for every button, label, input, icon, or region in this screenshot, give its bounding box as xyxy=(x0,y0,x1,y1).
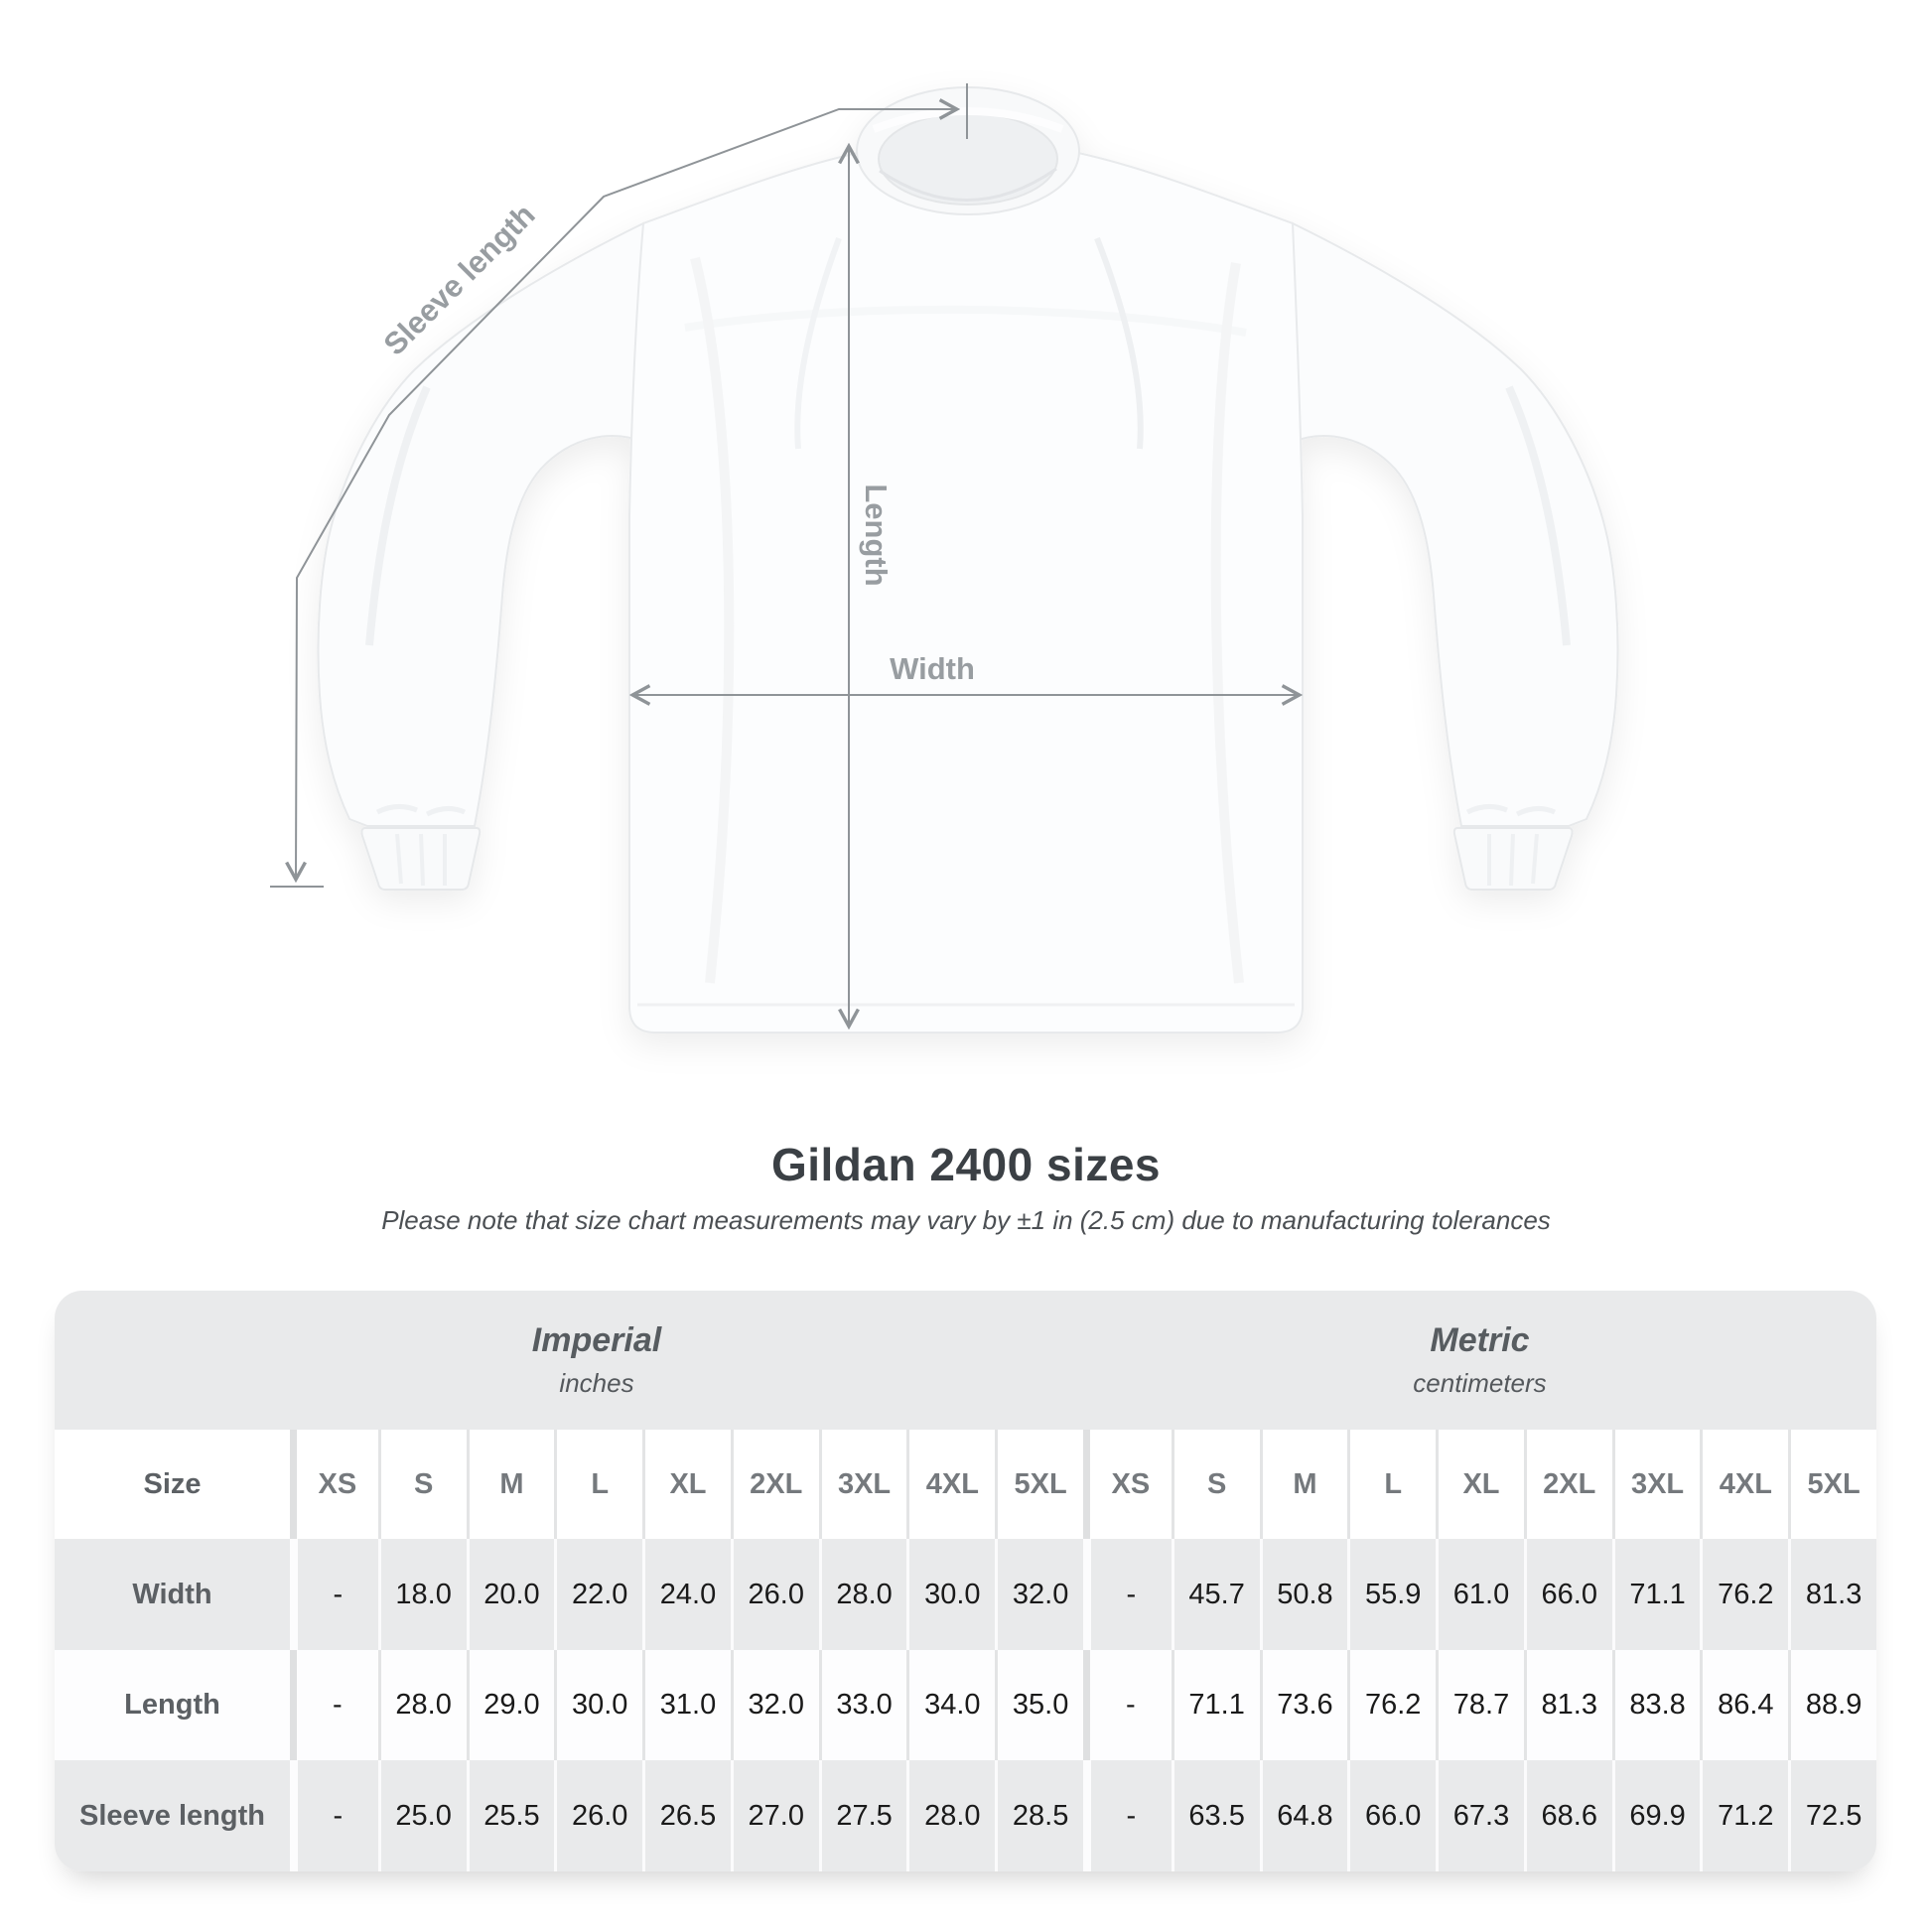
value-cell: - xyxy=(290,1760,378,1871)
value-cell: 35.0 xyxy=(995,1650,1083,1760)
size-header-cell: M xyxy=(1259,1430,1348,1539)
value-cell: 83.8 xyxy=(1611,1650,1701,1760)
value-cell: 66.0 xyxy=(1523,1539,1612,1650)
value-cell: 32.0 xyxy=(730,1650,819,1760)
value-cell: 72.5 xyxy=(1788,1760,1876,1871)
width-label: Width xyxy=(890,651,975,686)
value-cell: 22.0 xyxy=(554,1539,642,1650)
value-cell: - xyxy=(1083,1650,1172,1760)
value-cell: 34.0 xyxy=(906,1650,995,1760)
value-cell: 78.7 xyxy=(1436,1650,1524,1760)
value-cell: 71.1 xyxy=(1171,1650,1260,1760)
size-header-cell: S xyxy=(377,1430,467,1539)
value-cell: 76.2 xyxy=(1347,1650,1436,1760)
size-header-cell: 5XL xyxy=(1788,1430,1876,1539)
unit-header-row: Imperial inches Metric centimeters xyxy=(55,1291,1876,1430)
size-header-cell: L xyxy=(1347,1430,1436,1539)
value-cell: 76.2 xyxy=(1700,1539,1788,1650)
size-header-cell: 4XL xyxy=(1700,1430,1788,1539)
size-header-cell: XL xyxy=(642,1430,731,1539)
value-cell: 31.0 xyxy=(642,1650,731,1760)
size-header-cell: 4XL xyxy=(906,1430,995,1539)
value-cell: 29.0 xyxy=(466,1650,555,1760)
size-header-cell: M xyxy=(466,1430,555,1539)
size-header-row: Size XS S M L XL 2XL 3XL 4XL 5XL XS S M … xyxy=(55,1430,1876,1539)
value-cell: 86.4 xyxy=(1700,1650,1788,1760)
value-cell: - xyxy=(1083,1760,1172,1871)
imperial-group-name: Imperial xyxy=(531,1321,662,1359)
value-cell: 63.5 xyxy=(1171,1760,1260,1871)
value-cell: 33.0 xyxy=(818,1650,907,1760)
size-header-cell: 2XL xyxy=(1523,1430,1612,1539)
metric-group-unit: centimeters xyxy=(1413,1368,1547,1398)
value-cell: 61.0 xyxy=(1436,1539,1524,1650)
shirt-measurement-diagram: Sleeve length Length Width xyxy=(270,83,1619,1034)
value-cell: 25.5 xyxy=(466,1760,555,1871)
page-subtitle: Please note that size chart measurements… xyxy=(381,1205,1551,1235)
value-cell: 69.9 xyxy=(1611,1760,1701,1871)
size-column-header: Size xyxy=(143,1467,202,1500)
value-cell: 18.0 xyxy=(377,1539,467,1650)
right-sleeve xyxy=(1292,221,1619,827)
value-cell: 73.6 xyxy=(1259,1650,1348,1760)
value-cell: - xyxy=(290,1650,378,1760)
page-title: Gildan 2400 sizes xyxy=(770,1139,1162,1190)
size-header-cell: 2XL xyxy=(730,1430,819,1539)
table-row-sleeve-length: Sleeve length - 25.0 25.5 26.0 26.5 27.0… xyxy=(55,1760,1876,1871)
row-label-sleeve-length: Sleeve length xyxy=(79,1799,265,1832)
value-cell: 67.3 xyxy=(1436,1760,1524,1871)
value-cell: 30.0 xyxy=(554,1650,642,1760)
value-cell: 20.0 xyxy=(466,1539,555,1650)
imperial-group-unit: inches xyxy=(559,1368,634,1398)
size-header-cell: XL xyxy=(1436,1430,1524,1539)
value-cell: 81.3 xyxy=(1788,1539,1876,1650)
value-cell: 24.0 xyxy=(642,1539,731,1650)
value-cell: 28.0 xyxy=(906,1760,995,1871)
size-header-cell: XS xyxy=(1083,1430,1172,1539)
value-cell: 64.8 xyxy=(1259,1760,1348,1871)
size-header-cell: XS xyxy=(290,1430,378,1539)
left-sleeve xyxy=(317,221,644,827)
value-cell: 28.5 xyxy=(995,1760,1083,1871)
value-cell: 88.9 xyxy=(1788,1650,1876,1760)
sleeve-length-line xyxy=(296,109,955,878)
value-cell: 50.8 xyxy=(1259,1539,1348,1650)
value-cell: 71.1 xyxy=(1611,1539,1701,1650)
value-cell: 45.7 xyxy=(1171,1539,1260,1650)
value-cell: 25.0 xyxy=(377,1760,467,1871)
table-row-length: Length - 28.0 29.0 30.0 31.0 32.0 33.0 3… xyxy=(55,1650,1876,1760)
value-cell: 81.3 xyxy=(1523,1650,1612,1760)
value-cell: 28.0 xyxy=(818,1539,907,1650)
value-cell: 27.0 xyxy=(730,1760,819,1871)
value-cell: 26.5 xyxy=(642,1760,731,1871)
imperial-group-header: Imperial inches xyxy=(82,1291,1111,1430)
size-header-cell: S xyxy=(1171,1430,1260,1539)
value-cell: - xyxy=(290,1539,378,1650)
row-label-length: Length xyxy=(124,1689,220,1721)
row-label-width: Width xyxy=(132,1578,212,1610)
value-cell: 26.0 xyxy=(730,1539,819,1650)
value-cell: 71.2 xyxy=(1700,1760,1788,1871)
table-row-width: Width - 18.0 20.0 22.0 24.0 26.0 28.0 30… xyxy=(55,1539,1876,1650)
value-cell: - xyxy=(1083,1539,1172,1650)
metric-group-name: Metric xyxy=(1430,1321,1530,1359)
value-cell: 28.0 xyxy=(377,1650,467,1760)
size-header-cell: L xyxy=(554,1430,642,1539)
value-cell: 68.6 xyxy=(1523,1760,1612,1871)
measurement-lines xyxy=(270,83,1298,1025)
value-cell: 26.0 xyxy=(554,1760,642,1871)
size-header-cell: 5XL xyxy=(995,1430,1083,1539)
length-label: Length xyxy=(859,483,894,586)
value-cell: 30.0 xyxy=(906,1539,995,1650)
value-cell: 32.0 xyxy=(995,1539,1083,1650)
value-cell: 66.0 xyxy=(1347,1760,1436,1871)
metric-group-header: Metric centimeters xyxy=(1083,1291,1876,1430)
shirt-diagram-svg: Sleeve length Length Width xyxy=(270,83,1619,1034)
size-header-cell: 3XL xyxy=(1611,1430,1701,1539)
size-header-cell: 3XL xyxy=(818,1430,907,1539)
value-cell: 27.5 xyxy=(818,1760,907,1871)
size-table: Imperial inches Metric centimeters Size … xyxy=(55,1291,1876,1871)
value-cell: 55.9 xyxy=(1347,1539,1436,1650)
